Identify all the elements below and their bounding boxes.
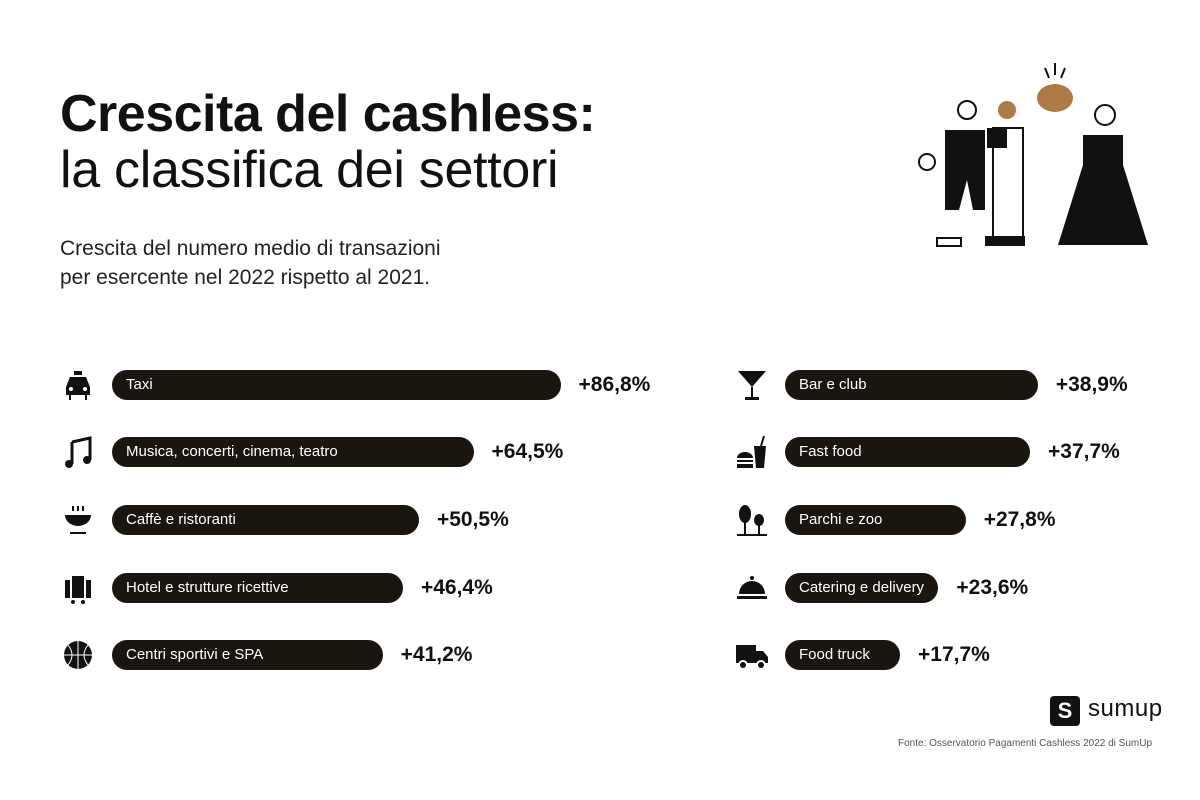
subtitle: Crescita del numero medio di transazioni…	[60, 234, 441, 292]
subtitle-line-1: Crescita del numero medio di transazioni	[60, 237, 441, 260]
title-line-1: Crescita del cashless:	[60, 85, 596, 143]
music-note-icon	[65, 436, 92, 468]
bar: Fast food	[785, 437, 1031, 467]
basketball-icon	[64, 641, 92, 669]
bar-value-label: +17,7%	[918, 643, 990, 666]
bar-value-label: +23,6%	[956, 576, 1029, 599]
cocktail-icon	[738, 371, 766, 400]
bar: Centri sportivi e SPA	[112, 640, 383, 670]
bar: Food truck	[785, 640, 901, 670]
bar-value-label: +46,4%	[420, 576, 493, 599]
people-high-five-illustration	[918, 63, 1148, 247]
title-line-2: la classifica dei settori	[60, 141, 559, 199]
bar: Catering e delivery	[785, 573, 939, 603]
subtitle-line-2: per esercente nel 2022 rispetto al 2021.	[60, 266, 431, 289]
bar: Musica, concerti, cinema, teatro	[112, 437, 474, 467]
trees-icon	[737, 505, 767, 536]
bar-value-label: +64,5%	[491, 440, 564, 463]
bar: Hotel e strutture ricettive	[112, 573, 403, 603]
bar-value-label: +27,8%	[983, 508, 1056, 531]
bar: Caffè e ristoranti	[112, 505, 419, 535]
bar-value-label: +37,7%	[1048, 440, 1120, 463]
sumup-logo-text: sumup	[1088, 695, 1163, 722]
bar-value-label: +38,9%	[1055, 373, 1128, 396]
bowl-icon	[65, 506, 91, 534]
bar: Bar e club	[785, 370, 1038, 400]
bar-value-label: +50,5%	[436, 508, 509, 531]
luggage-icon	[65, 576, 91, 604]
bar: Taxi	[112, 370, 561, 400]
sumup-logo-mark: S	[1050, 696, 1080, 726]
fast-food-icon	[737, 435, 766, 468]
source-note: Fonte: Osservatorio Pagamenti Cashless 2…	[898, 738, 1153, 749]
bar-value-label: +41,2%	[400, 643, 473, 666]
bar: Parchi e zoo	[785, 505, 966, 535]
bar-value-label: +86,8%	[578, 373, 651, 396]
truck-icon	[736, 645, 768, 670]
cloche-icon	[737, 576, 767, 599]
taxi-icon	[66, 371, 90, 400]
